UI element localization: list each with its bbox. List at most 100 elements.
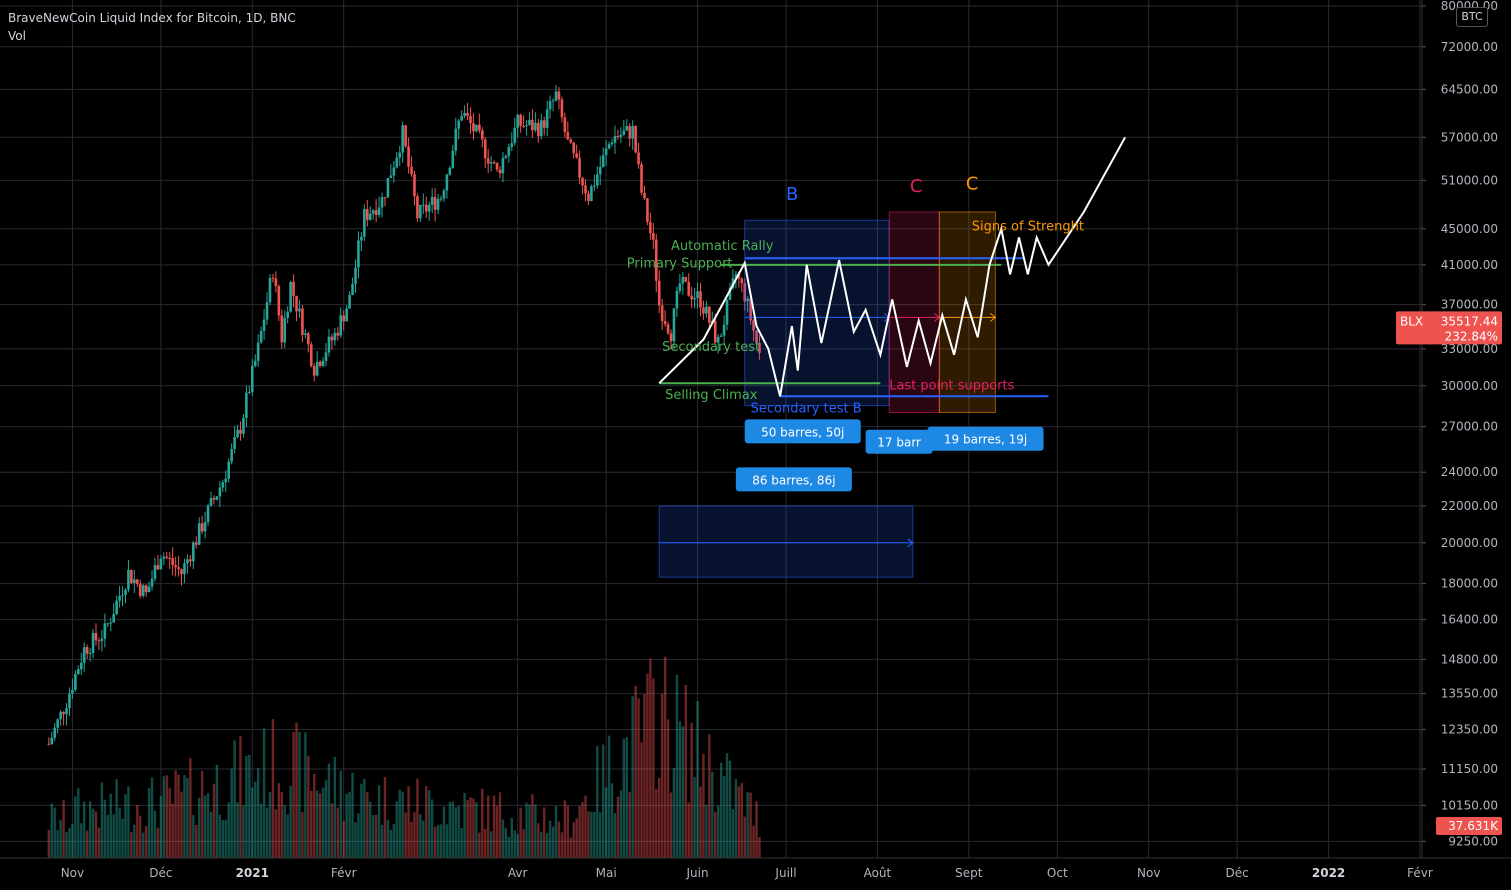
candle-body [242,418,245,434]
arrow-head [990,312,997,322]
measure-label-box [744,419,861,444]
volume-value-label: 37.631K [1448,819,1499,833]
candle-body [392,167,396,176]
volume-bar [165,775,168,858]
time-tick-label: 2021 [236,866,269,880]
volume-bar [708,734,711,858]
volume-bar [248,754,251,858]
candle-body [646,198,649,223]
zones [658,211,996,578]
symbol-label: BLX [1400,314,1423,328]
volume-bar [127,786,130,858]
candle-body [593,185,596,187]
candle-body [351,283,354,296]
volume-indicator-label[interactable]: Vol [8,29,26,43]
candle-body [628,126,632,139]
candle-body [625,126,629,131]
time-tick-label: Déc [1226,866,1249,880]
volume-bar [136,804,139,858]
time-tick-label: Juill [774,866,796,880]
volume-bars [47,656,761,858]
candle-body [501,157,505,174]
volume-bar [313,773,316,858]
time-tick-label: Févr [1407,866,1433,880]
annotation-label: B [786,184,798,205]
volume-bar [649,658,652,858]
time-tick-label: Nov [1137,866,1160,880]
volume-bar [251,787,254,858]
volume-bar [545,833,549,858]
volume-bar [746,792,749,858]
candle-body [708,306,711,323]
volume-bar [696,701,699,858]
candle-body [141,585,145,596]
candle-body [115,600,118,615]
volume-bar [59,819,62,858]
volume-bar [168,787,171,858]
volume-bar [422,820,425,858]
volume-bar [212,784,216,858]
candle-body [587,193,590,201]
volume-bar [159,795,163,858]
candle-body [560,99,564,118]
candle-body [643,192,646,199]
volume-bar [77,788,80,858]
candle-body [50,737,54,745]
volume-bar [495,805,499,858]
volume-bar [484,828,487,858]
candle-body [62,711,65,715]
candle-body [227,461,230,479]
candle-body [595,174,599,186]
candle-body [451,150,455,168]
candle-body [663,321,667,325]
volume-bar [510,817,513,858]
volume-bar [607,735,611,858]
candle-body [678,283,682,291]
candle-body [563,117,567,133]
price-tick-label: 37000.00 [1441,298,1498,312]
candle-body [684,276,688,282]
volume-bar [454,807,457,858]
candle-body [551,100,555,102]
candle-body [398,152,402,158]
volume-bar [100,782,104,858]
candle-body [716,336,720,343]
volume-bar [442,806,446,858]
candle-body [554,91,558,101]
volume-bar [200,770,204,858]
candle-body [292,281,295,296]
time-tick-label: 2022 [1312,866,1345,880]
candle-body [265,302,269,320]
candle-body [180,569,183,575]
volume-bar [292,732,295,858]
candle-body [466,112,469,117]
candle-body [318,361,322,366]
candle-body [165,556,169,558]
volume-bar [486,795,490,858]
time-tick-label: Févr [331,866,357,880]
price-tick-label: 27000.00 [1441,420,1498,434]
candle-body [59,711,62,720]
candle-body [660,305,664,322]
candle-body [342,315,345,322]
volume-bar [581,802,584,858]
price-tick-label: 22000.00 [1441,499,1498,513]
volume-bar [675,674,679,858]
candle-body [336,332,340,336]
currency-badge[interactable]: BTC [1456,7,1488,27]
candle-body [386,177,390,198]
candle-body [324,352,328,361]
volume-bar [734,779,738,858]
candle-body [333,332,337,341]
candle-body [699,291,702,308]
volume-bar [206,793,210,858]
candle-body [100,638,104,642]
volume-bar [88,801,92,858]
volume-bar [74,796,77,858]
time-tick-label: Juin [686,866,709,880]
volume-bar [259,803,263,858]
annotation-label: Last point supports [889,379,1014,394]
candle-body [177,567,180,570]
